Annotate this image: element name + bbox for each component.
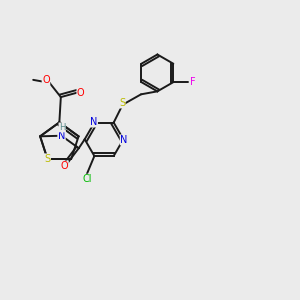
Text: O: O xyxy=(42,76,50,85)
Text: Cl: Cl xyxy=(82,174,92,184)
Text: S: S xyxy=(44,154,50,164)
Text: O: O xyxy=(61,161,68,171)
Text: O: O xyxy=(77,88,85,98)
Text: N: N xyxy=(58,131,65,141)
Text: H: H xyxy=(59,123,65,132)
Text: N: N xyxy=(90,117,98,127)
Text: S: S xyxy=(119,98,125,108)
Text: F: F xyxy=(190,77,196,87)
Text: N: N xyxy=(120,135,128,145)
